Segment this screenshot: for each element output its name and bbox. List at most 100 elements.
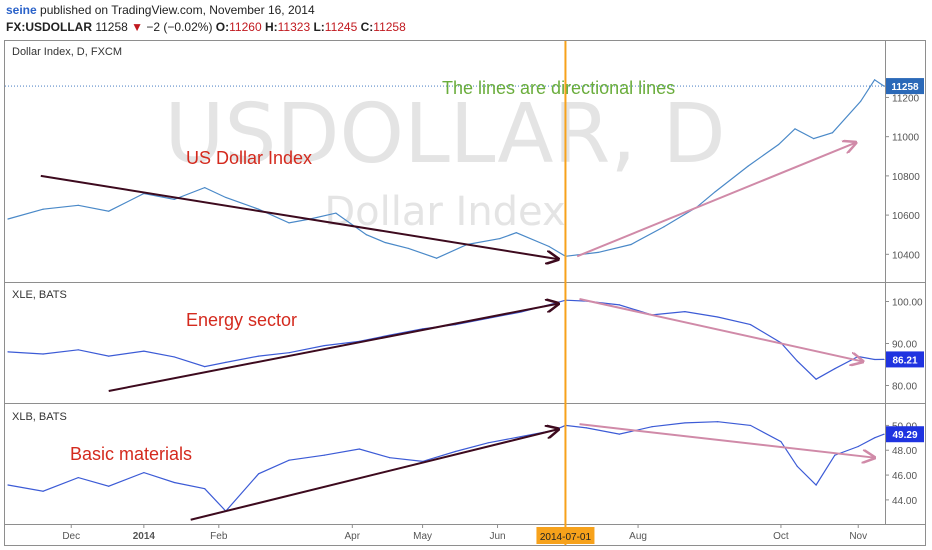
data-point-usdollar <box>225 196 227 199</box>
data-point-usdollar <box>288 222 290 224</box>
data-point-xlb <box>323 454 325 456</box>
data-point-xle <box>225 361 227 363</box>
data-point-xle <box>857 355 859 358</box>
publisher-username[interactable]: seine <box>6 3 37 17</box>
series-line-xle <box>7 299 885 380</box>
last-price-badge-usdollar: 11258 <box>891 82 919 93</box>
chart-frame <box>4 40 926 546</box>
data-point-usdollar <box>874 79 876 81</box>
published-text: published on TradingView.com, November 1… <box>40 3 315 17</box>
pink-trend-arrow-xle[interactable] <box>579 298 863 362</box>
data-point-xle <box>258 355 260 357</box>
data-point-usdollar <box>831 132 834 134</box>
y-tick-label-usdollar: 11200 <box>892 93 920 104</box>
data-point-xle <box>796 360 798 362</box>
annotation-energy[interactable]: Energy sector <box>186 310 297 330</box>
annotation-directional[interactable]: The lines are directional lines <box>442 78 675 98</box>
close-value: 11258 <box>373 20 406 34</box>
watermark-symbol: USDOLLAR, D <box>164 87 725 182</box>
dark-trend-arrow-xle[interactable] <box>108 304 559 392</box>
crosshair-date-label: 2014-07-01 <box>540 532 592 543</box>
dark-trend-arrow-usdollar[interactable] <box>40 174 559 259</box>
y-tick-label-xle: 100.00 <box>892 298 923 309</box>
data-point-usdollar <box>515 232 517 234</box>
close-label: C: <box>360 20 374 34</box>
data-point-xle <box>749 324 752 326</box>
dark-trend-arrow-xlb[interactable] <box>190 429 559 521</box>
data-point-xlb <box>454 450 456 453</box>
data-point-usdollar <box>777 143 780 146</box>
data-point-xlb <box>874 437 876 439</box>
data-point-xlb <box>883 433 885 435</box>
data-point-xle <box>42 353 44 355</box>
data-point-usdollar <box>335 212 337 214</box>
data-point-usdollar <box>794 128 796 130</box>
data-point-xle <box>874 358 876 361</box>
data-point-usdollar <box>499 238 501 240</box>
y-tick-label-xle: 80.00 <box>892 382 917 393</box>
x-tick-label: Apr <box>345 531 361 542</box>
data-point-usdollar <box>436 257 438 259</box>
x-tick-label: Jun <box>489 531 505 542</box>
data-point-xle <box>883 358 885 361</box>
series-lines <box>5 78 885 512</box>
data-point-xle <box>7 351 9 353</box>
data-point-xle <box>834 368 836 370</box>
data-point-usdollar <box>859 100 862 102</box>
low-label: L: <box>313 20 325 34</box>
data-point-usdollar <box>663 226 665 228</box>
price-change: −2 (−0.02%) <box>146 20 213 34</box>
data-point-usdollar <box>173 198 175 201</box>
data-point-xle <box>204 366 206 368</box>
symbol-name[interactable]: FX:USDOLLAR <box>6 20 92 34</box>
data-point-xlb <box>684 422 686 424</box>
y-tick-label-xlb: 48.00 <box>892 446 917 457</box>
last-price-badge-xlb: 49.29 <box>892 430 917 441</box>
open-value: 11260 <box>229 20 262 34</box>
y-tick-label-xle: 90.00 <box>892 340 917 351</box>
crosshair-date-badge <box>536 527 595 544</box>
last-price-badges: 11258 86.21 49.29 <box>886 78 924 443</box>
data-point-xle <box>108 355 110 357</box>
data-point-xle <box>173 356 175 358</box>
data-point-usdollar <box>714 190 716 193</box>
data-point-usdollar <box>630 243 632 246</box>
x-tick-label: Dec <box>62 531 80 542</box>
data-point-xle <box>684 310 686 313</box>
data-point-xlb <box>834 454 836 456</box>
last-price-badge-xle: 86.21 <box>892 355 917 366</box>
data-point-xlb <box>651 426 653 428</box>
x-tick-label: Oct <box>773 531 789 542</box>
data-point-usdollar <box>407 247 410 250</box>
data-point-usdollar <box>77 204 79 206</box>
data-point-xlb <box>108 485 110 487</box>
data-point-usdollar <box>548 245 550 248</box>
data-point-xlb <box>749 424 752 427</box>
panel-title-usdollar: Dollar Index, D, FXCM <box>12 46 122 58</box>
high-label: H: <box>264 20 278 34</box>
data-point-xlb <box>258 473 260 475</box>
low-value: 11245 <box>324 20 358 34</box>
data-point-xlb <box>487 442 489 444</box>
quote-line: FX:USDOLLAR 11258 ▼ −2 (−0.02%) O:11260 … <box>6 19 926 36</box>
pink-trend-arrow-xlb[interactable] <box>579 423 875 458</box>
data-point-xlb <box>857 445 859 448</box>
trend-lines[interactable] <box>40 143 875 521</box>
data-point-usdollar <box>204 187 206 189</box>
data-point-usdollar <box>813 138 815 140</box>
data-point-xlb <box>358 448 360 450</box>
data-point-xlb <box>717 421 719 423</box>
data-point-xle <box>717 316 719 318</box>
data-point-xle <box>815 378 817 380</box>
annotation-materials[interactable]: Basic materials <box>70 444 192 464</box>
last-price-badge-bg <box>886 426 924 443</box>
pink-trend-arrow-usdollar[interactable] <box>576 143 856 258</box>
data-point-xlb <box>143 471 145 474</box>
data-point-usdollar <box>108 210 110 212</box>
data-point-xlb <box>780 440 782 443</box>
y-tick-label-xlb: 46.00 <box>892 471 917 482</box>
data-point-xlb <box>585 427 588 429</box>
data-point-usdollar <box>365 234 367 236</box>
annotation-usd[interactable]: US Dollar Index <box>186 148 312 168</box>
